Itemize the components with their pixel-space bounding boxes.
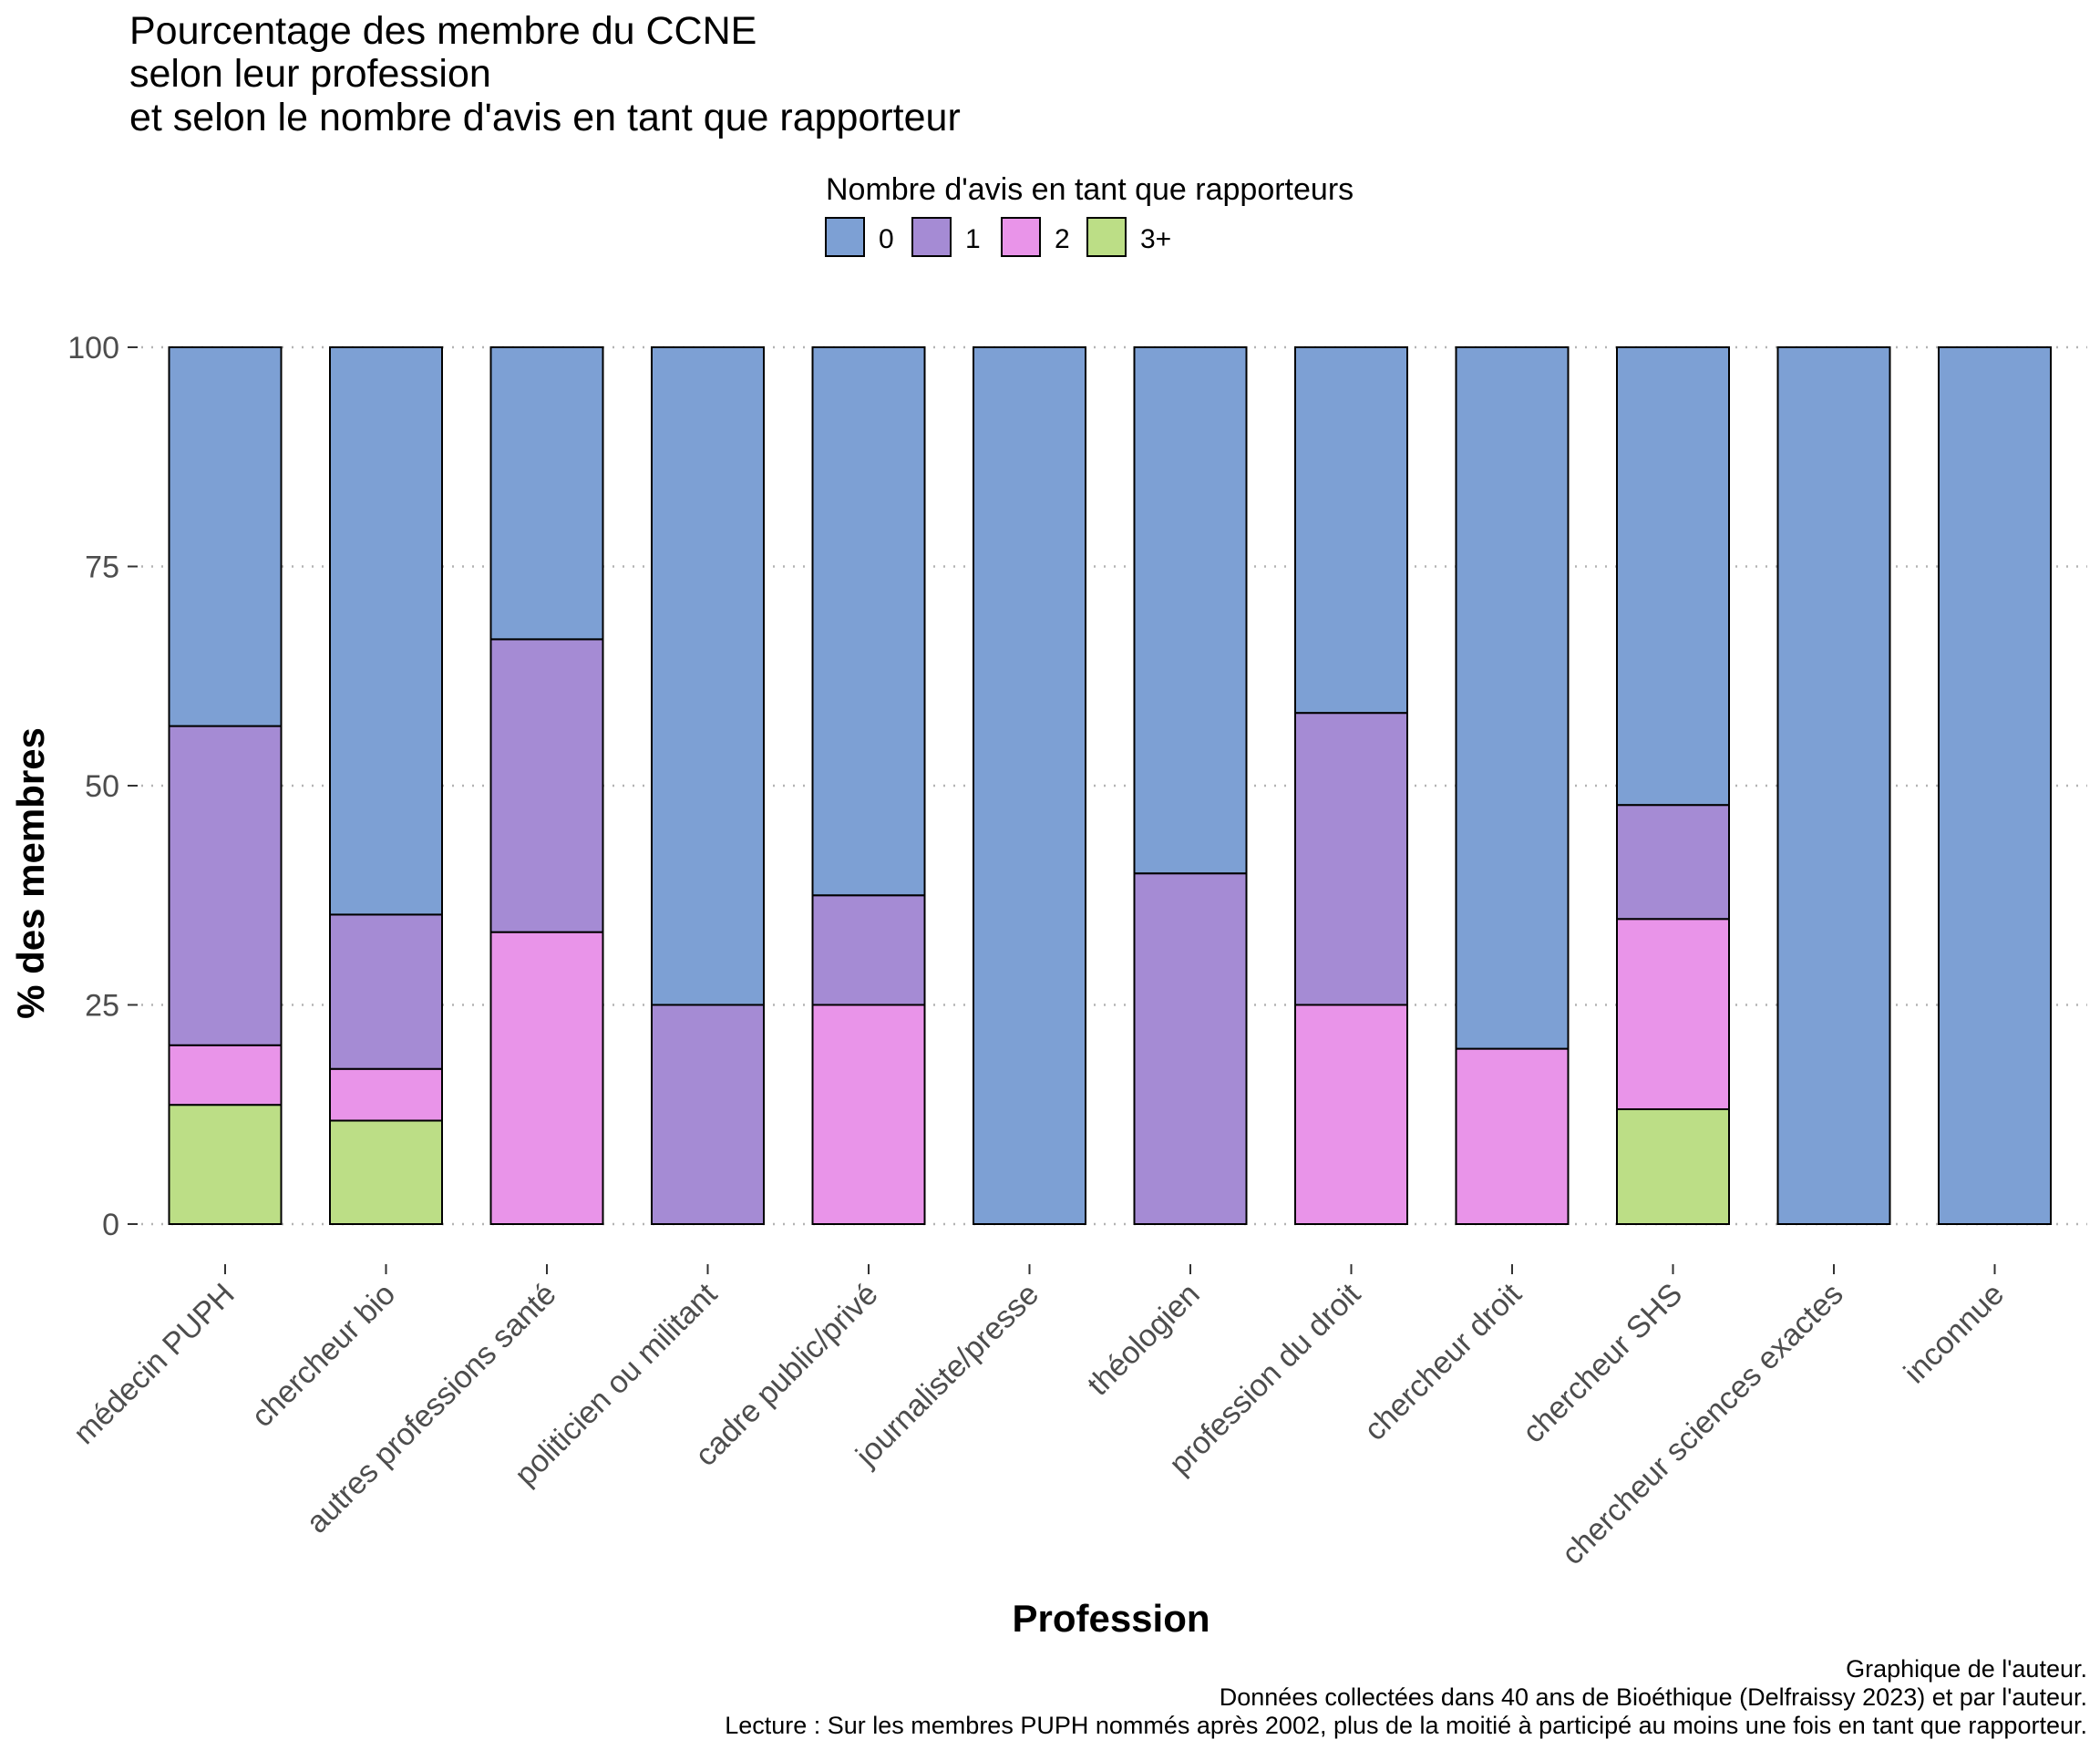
bar-segment-1 bbox=[489, 638, 604, 933]
legend-key bbox=[1001, 217, 1041, 257]
legend-key bbox=[1086, 217, 1127, 257]
x-tick-label: inconnue bbox=[1898, 1277, 2011, 1390]
bar-segment-0 bbox=[168, 346, 283, 727]
x-tick-label: chercheur SHS bbox=[1516, 1277, 1689, 1450]
bar-group bbox=[1133, 346, 1248, 1225]
bar-segment-1 bbox=[651, 1004, 765, 1225]
bar-segment-0 bbox=[1455, 346, 1570, 1050]
legend-label: 3+ bbox=[1140, 224, 1171, 254]
bar-segment-1 bbox=[1294, 712, 1408, 1006]
legend-label: 2 bbox=[1055, 224, 1070, 254]
x-tick-label: médecin PUPH bbox=[67, 1277, 241, 1451]
bar-group bbox=[1776, 346, 1891, 1225]
bar-segment-1 bbox=[811, 894, 926, 1006]
bar-segment-2 bbox=[168, 1044, 283, 1107]
legend: Nombre d'avis en tant que rapporteurs 0 1… bbox=[825, 172, 1354, 257]
bar-segment-1 bbox=[1133, 872, 1248, 1225]
bar-segment-3+ bbox=[168, 1104, 283, 1225]
legend-label: 0 bbox=[879, 224, 894, 254]
bar-segment-1 bbox=[1616, 804, 1730, 921]
caption-line-3: Lecture : Sur les membres PUPH nommés ap… bbox=[725, 1712, 2087, 1739]
bar-group bbox=[811, 346, 926, 1225]
legend-item: 2 bbox=[1001, 217, 1070, 257]
bar-segment-2 bbox=[811, 1004, 926, 1225]
legend-key bbox=[825, 217, 865, 257]
bar-segment-0 bbox=[651, 346, 765, 1006]
bar-segment-1 bbox=[168, 725, 283, 1046]
caption-line-2: Données collectées dans 40 ans de Bioéth… bbox=[1220, 1683, 2087, 1711]
bar-group bbox=[329, 346, 443, 1226]
legend-item: 3+ bbox=[1086, 217, 1171, 257]
bar-segment-2 bbox=[1294, 1004, 1408, 1225]
bar-segment-0 bbox=[1616, 346, 1730, 807]
legend-item: 0 bbox=[825, 217, 894, 257]
y-tick-label: 100 bbox=[67, 331, 119, 365]
legend-key bbox=[911, 217, 952, 257]
bar-group bbox=[1294, 346, 1408, 1225]
legend-item: 1 bbox=[911, 217, 981, 257]
bar-group bbox=[489, 346, 604, 1225]
bar-segment-0 bbox=[973, 346, 1086, 1225]
title-line-2: selon leur profession bbox=[129, 52, 491, 96]
bar-segment-0 bbox=[489, 346, 604, 641]
x-tick-label: théologien bbox=[1081, 1277, 1207, 1403]
y-axis: 0 25 50 75 100 bbox=[67, 331, 138, 1242]
bar-segment-2 bbox=[1455, 1047, 1570, 1225]
x-tick-label: chercheur droit bbox=[1357, 1276, 1529, 1447]
bar-group bbox=[973, 346, 1086, 1225]
bar-segment-2 bbox=[329, 1067, 443, 1122]
bar-group bbox=[168, 346, 283, 1225]
bar-segment-2 bbox=[489, 931, 604, 1225]
y-tick-label: 75 bbox=[85, 551, 119, 585]
bar-segment-0 bbox=[1294, 346, 1408, 715]
bars bbox=[168, 346, 2052, 1226]
bar-segment-0 bbox=[1776, 346, 1891, 1225]
x-axis-title: Profession bbox=[1012, 1597, 1210, 1640]
caption: Graphique de l'auteur. Données collectée… bbox=[725, 1655, 2087, 1739]
caption-line-1: Graphique de l'auteur. bbox=[1846, 1655, 2087, 1683]
legend-label: 1 bbox=[965, 224, 981, 254]
bar-group bbox=[1616, 346, 1730, 1226]
x-tick-label: chercheur sciences exactes bbox=[1555, 1277, 1850, 1572]
y-tick-label: 0 bbox=[102, 1208, 119, 1242]
bar-segment-0 bbox=[1938, 346, 2052, 1225]
bar-segment-0 bbox=[811, 346, 926, 897]
title-line-1: Pourcentage des membre du CCNE bbox=[129, 9, 757, 53]
y-tick-label: 25 bbox=[85, 989, 119, 1024]
bar-segment-3+ bbox=[329, 1119, 443, 1226]
y-axis-title: % des membres bbox=[9, 727, 52, 1019]
y-tick-label: 50 bbox=[85, 769, 119, 804]
bar-segment-1 bbox=[329, 913, 443, 1070]
legend-title: Nombre d'avis en tant que rapporteurs bbox=[826, 172, 1354, 207]
title-line-3: et selon le nombre d'avis en tant que ra… bbox=[129, 96, 961, 139]
bar-group bbox=[1455, 346, 1570, 1225]
gridlines bbox=[141, 345, 2087, 1226]
bar-segment-2 bbox=[1616, 918, 1730, 1110]
bar-segment-0 bbox=[329, 346, 443, 916]
bar-segment-0 bbox=[1133, 346, 1248, 875]
bar-group bbox=[651, 346, 765, 1225]
bar-segment-3+ bbox=[1616, 1107, 1730, 1226]
chart-title: Pourcentage des membre du CCNE selon leu… bbox=[129, 9, 961, 139]
bar-group bbox=[1938, 346, 2052, 1225]
x-tick-label: chercheur bio bbox=[245, 1277, 403, 1435]
